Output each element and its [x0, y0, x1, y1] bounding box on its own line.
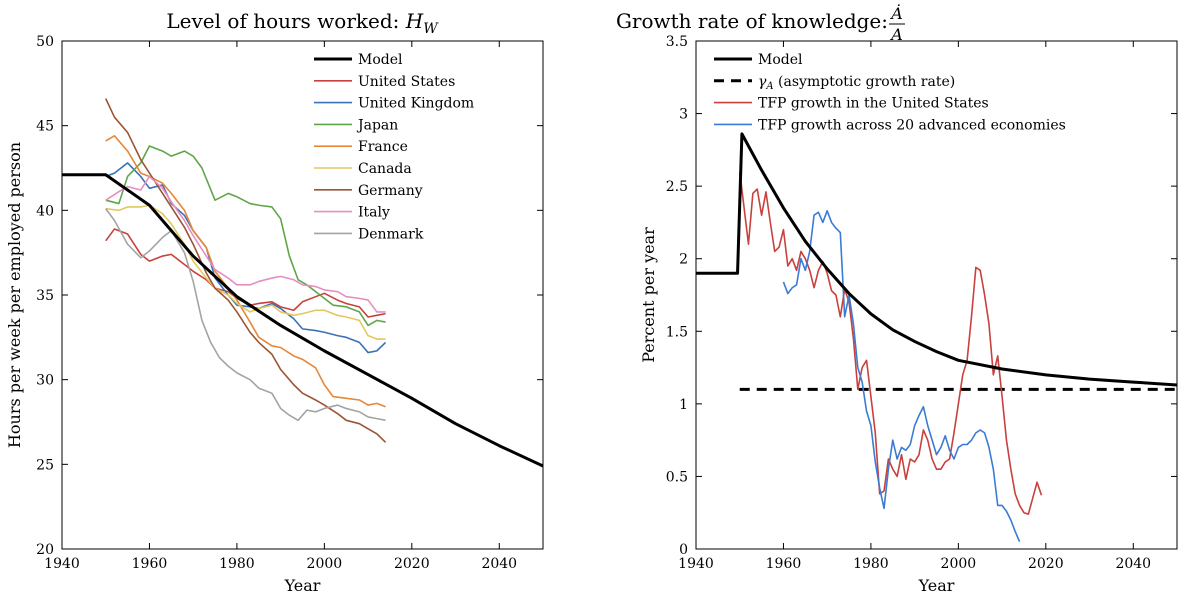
x-tick-label: 2040	[1115, 556, 1151, 572]
x-tick-label: 2000	[307, 556, 343, 572]
legend-label-germany: Germany	[358, 183, 423, 199]
x-tick-label: 1940	[678, 556, 714, 572]
legend-label-tfp-growth-in-the-united-states: TFP growth in the United States	[758, 96, 989, 112]
legend-label-canada: Canada	[358, 161, 412, 177]
x-tick-label: 2040	[481, 556, 517, 572]
legend-label-asymptotic-growth-rate: γA (asymptotic growth rate)	[758, 74, 955, 92]
series-line-model	[696, 132, 1177, 387]
y-tick-label: 0	[679, 542, 688, 558]
hours-worked-chart: Level of hours worked: HW 1940 1960 1980 20…	[5, 9, 544, 595]
x-tick-label: 1940	[44, 556, 80, 572]
legend-label-france: France	[358, 139, 408, 155]
plot-frame	[695, 40, 1178, 550]
legend-label-denmark: Denmark	[358, 226, 424, 242]
x-axis-label: Year	[918, 576, 955, 595]
series-line-italy	[105, 175, 386, 313]
legend-label-united-states: United States	[358, 74, 455, 90]
y-tick-label: 0.5	[666, 469, 688, 485]
legend: Model γA (asymptotic growth rate) TFP grow…	[714, 52, 1066, 133]
y-tick-label: 1	[679, 397, 688, 413]
x-tick-label: 1960	[766, 556, 802, 572]
legend-label-model: Model	[758, 52, 803, 68]
y-tick-label: 45	[36, 119, 54, 135]
x-tick-label: 1980	[853, 556, 889, 572]
series-line-model	[62, 173, 543, 468]
x-tick-label: 2000	[941, 556, 977, 572]
chart-title-denominator: A	[889, 25, 903, 44]
knowledge-growth-chart: Growth rate of knowledge: Ȧ A 1940 1960 19…	[616, 3, 1178, 595]
chart-title: Level of hours worked: HW	[166, 9, 439, 37]
series-group	[62, 98, 543, 468]
x-tick-label: 1980	[219, 556, 255, 572]
legend-label-united-kingdom: United Kingdom	[358, 96, 474, 112]
series-line-denmark	[105, 208, 386, 422]
chart-title-numerator: Ȧ	[889, 3, 903, 23]
chart-title: Growth rate of knowledge: Ȧ A	[616, 3, 905, 44]
legend-label-italy: Italy	[358, 205, 390, 221]
y-tick-label: 20	[36, 542, 54, 558]
y-tick-label: 25	[36, 457, 54, 473]
tick-group: 1940 1960 1980 2000 2020 2040 0 0.5 1 1.5 2 2.5 3 3.5	[666, 34, 1177, 572]
legend-label-japan: Japan	[356, 117, 398, 133]
x-tick-label: 2020	[394, 556, 430, 572]
y-tick-label: 40	[36, 203, 54, 219]
y-tick-label: 3	[679, 107, 688, 123]
x-axis-label: Year	[284, 576, 321, 595]
y-tick-label: 1.5	[666, 324, 688, 340]
y-tick-label: 35	[36, 288, 54, 304]
series-line-japan	[105, 145, 386, 327]
legend-label-tfp-growth-across-20-advanced-economies: TFP growth across 20 advanced economies	[758, 117, 1066, 133]
y-tick-label: 50	[36, 34, 54, 50]
y-tick-label: 2	[679, 252, 688, 268]
y-tick-label: 3.5	[666, 34, 688, 50]
chart-title-text: Growth rate of knowledge:	[616, 9, 888, 33]
legend: Model United States United Kingdom Japan Fra…	[314, 52, 474, 242]
legend-label-model: Model	[358, 52, 403, 68]
y-axis-label: Percent per year	[639, 227, 658, 363]
series-group	[696, 132, 1177, 543]
series-line-tfp-growth-across-20-advanced-economies	[782, 210, 1021, 543]
y-tick-label: 30	[36, 373, 54, 389]
x-tick-label: 2020	[1028, 556, 1064, 572]
x-tick-label: 1960	[132, 556, 168, 572]
tick-group: 1940 1960 1980 2000 2020 2040 20 25 30 35 40 45 50	[36, 34, 543, 572]
y-tick-label: 2.5	[666, 179, 688, 195]
series-line-tfp-growth-in-the-united-states	[738, 171, 1043, 515]
y-axis-label: Hours per week per employed person	[5, 142, 24, 448]
